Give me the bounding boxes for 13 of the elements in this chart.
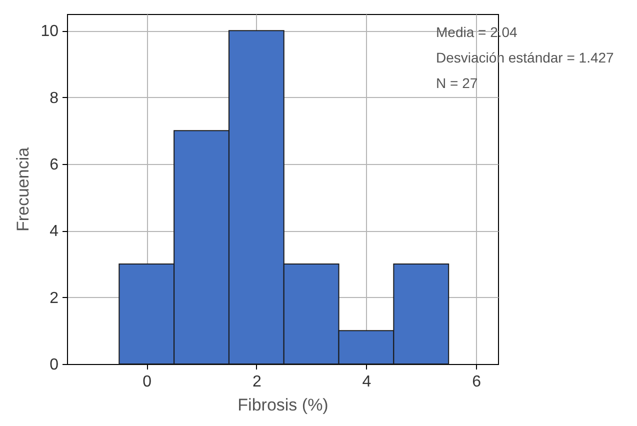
y-tick-label: 8 [50,90,59,107]
x-axis-title: Fibrosis (%) [238,396,328,414]
y-axis-title: Frecuencia [14,146,33,232]
x-tick-label: 6 [472,374,482,390]
x-tick-label: 4 [362,374,372,390]
y-tick-label: 2 [50,290,59,307]
y-tick-label: 4 [50,223,59,240]
y-tick-label: 6 [50,156,59,174]
y-tick-label: 0 [50,356,59,374]
annotation: N = 27 [436,75,478,91]
x-tick-label: 0 [142,374,152,390]
x-tick-label: 2 [252,374,262,390]
y-tick-label: 10 [40,23,59,40]
